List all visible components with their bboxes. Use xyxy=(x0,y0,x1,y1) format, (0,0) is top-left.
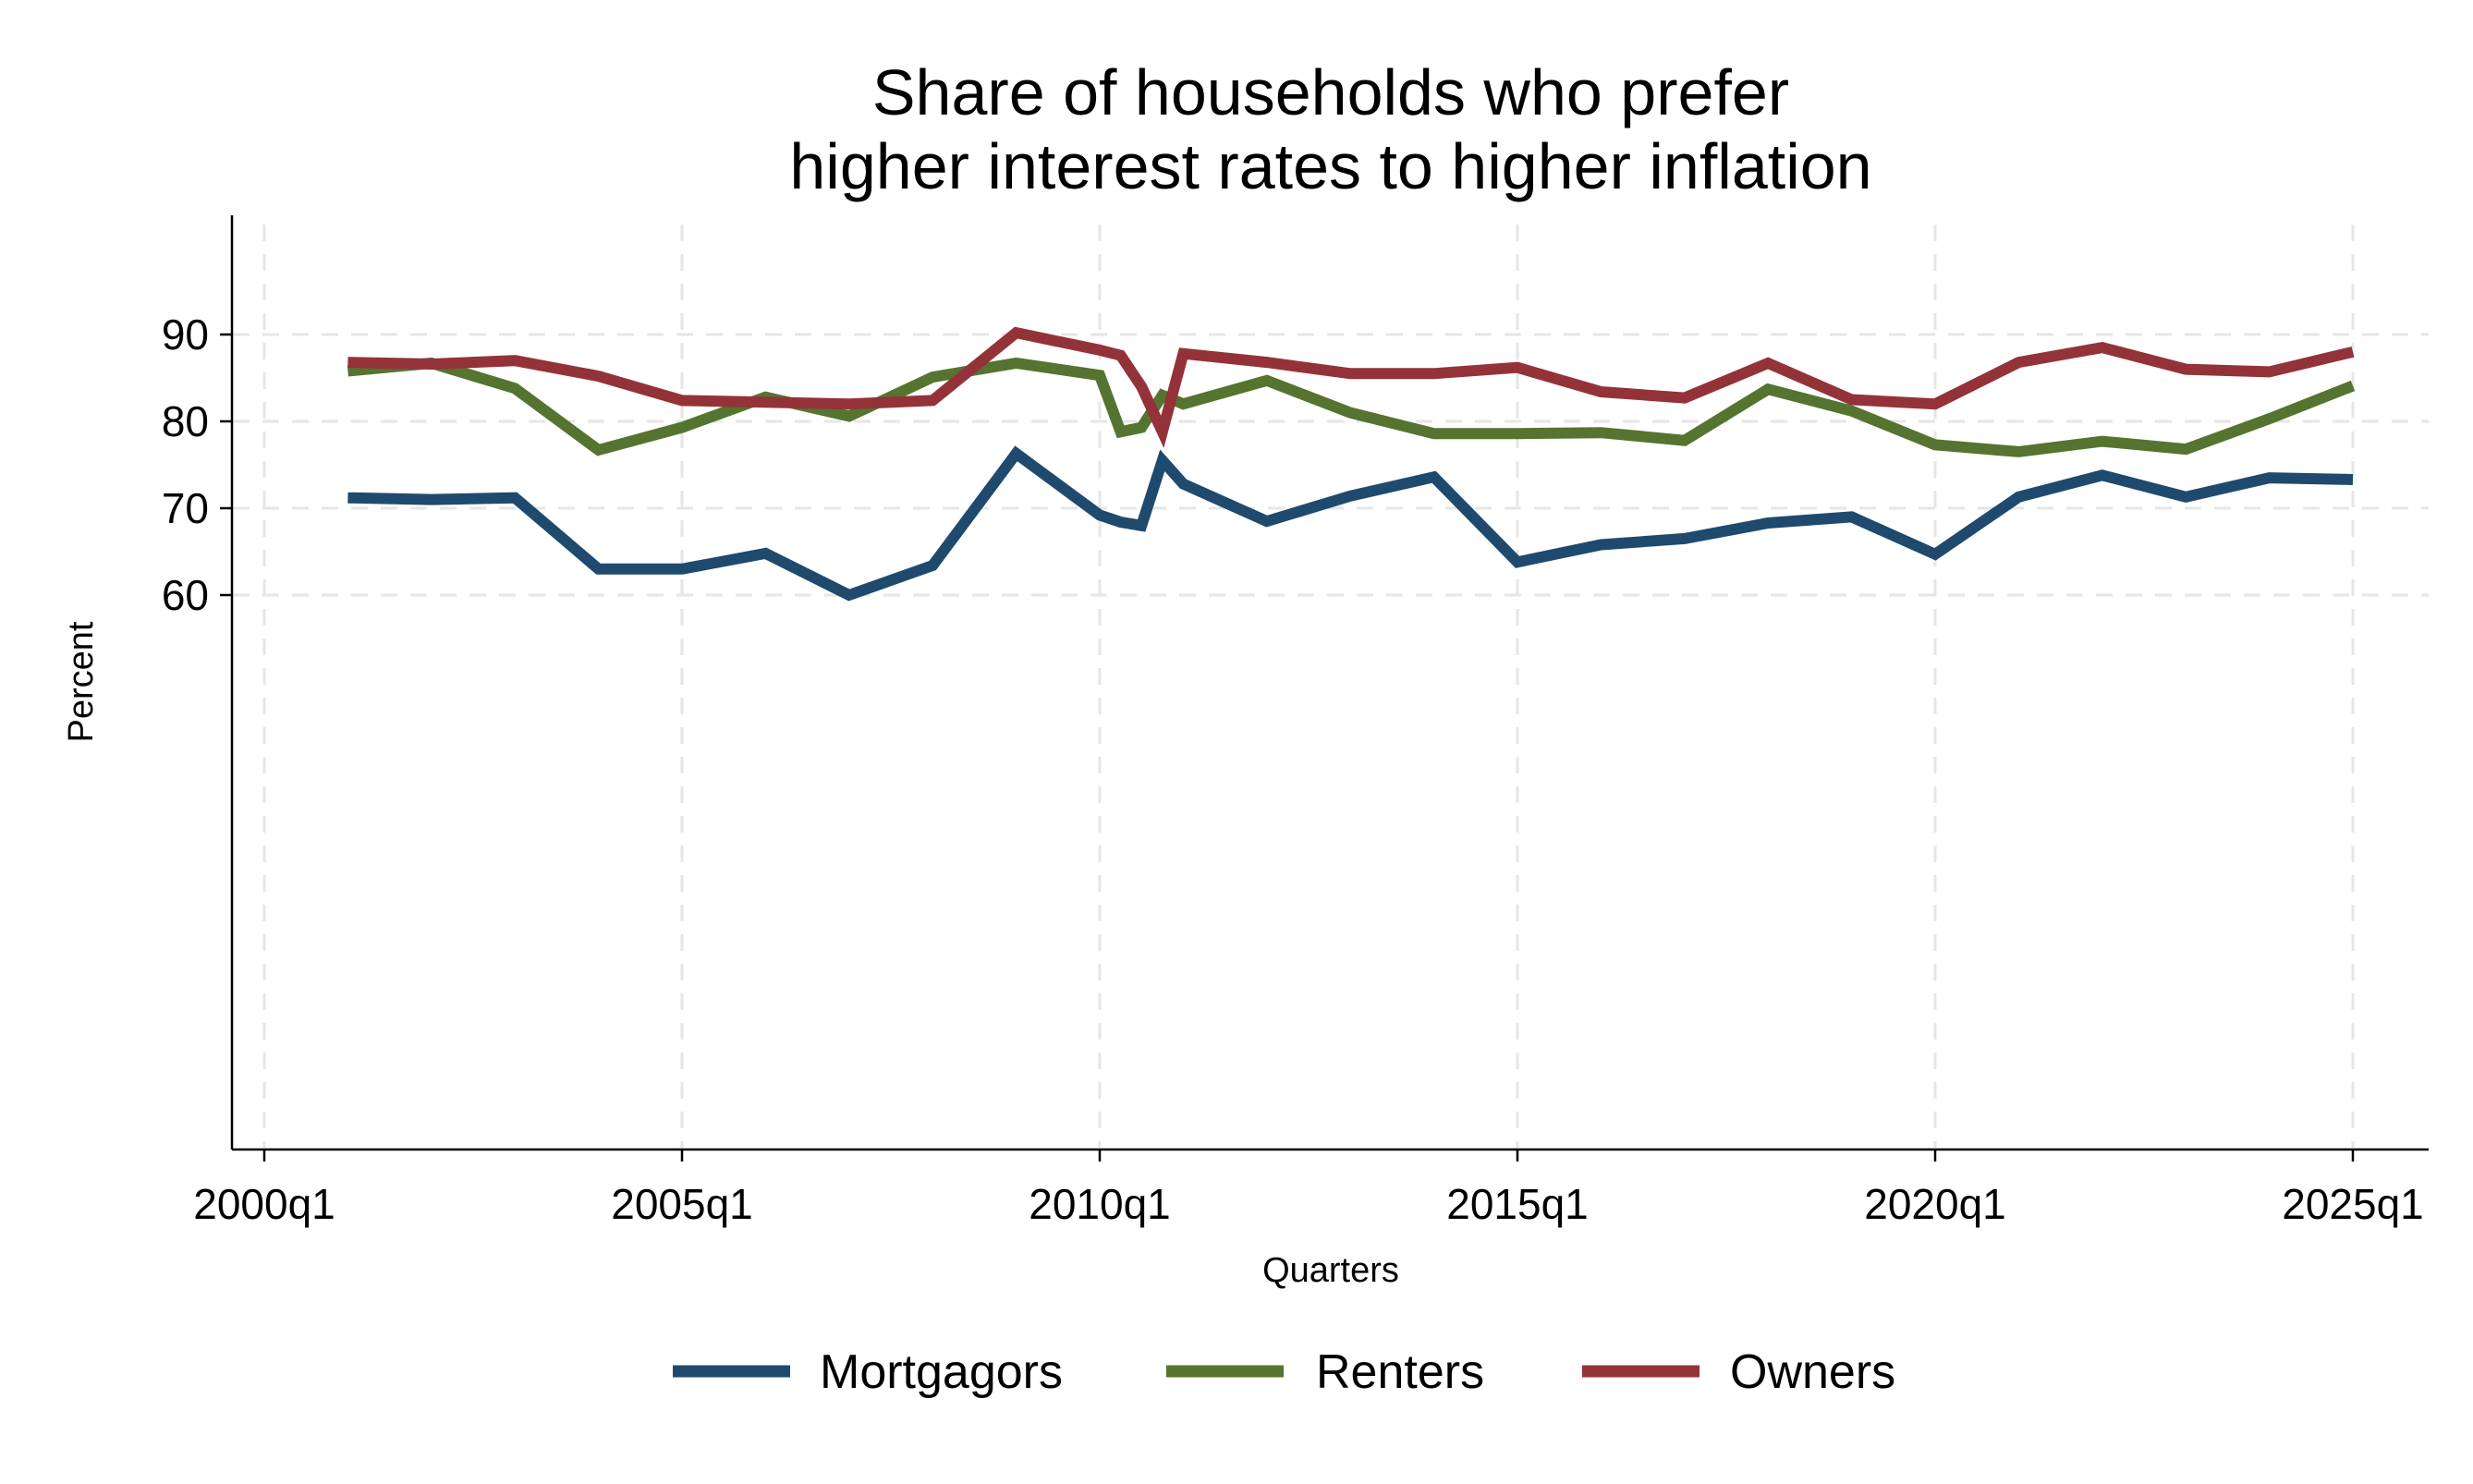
x-tick-label: 2015q1 xyxy=(1446,1180,1589,1228)
chart-title-line-2: higher interest rates to higher inflatio… xyxy=(789,130,1871,202)
x-tick-label: 2025q1 xyxy=(2282,1180,2424,1228)
series-lines xyxy=(347,326,2356,602)
series-line-mortgagors xyxy=(347,445,2354,602)
chart-title-line-1: Share of households who prefer xyxy=(872,56,1789,128)
legend-label-renters: Renters xyxy=(1316,1345,1484,1399)
y-tick-label: 70 xyxy=(162,484,209,532)
series-line-renters xyxy=(347,357,2356,457)
x-tick-label: 2000q1 xyxy=(193,1180,335,1228)
x-tick-label: 2010q1 xyxy=(1029,1180,1171,1228)
x-axis-title: Quarters xyxy=(1262,1251,1399,1290)
y-axis-title: Percent xyxy=(62,621,101,742)
x-tick-label: 2005q1 xyxy=(611,1180,753,1228)
grid xyxy=(233,225,2429,1148)
legend: Mortgagors Renters Owners xyxy=(673,1345,1895,1399)
y-tick-label: 90 xyxy=(162,310,209,359)
y-tick-label: 60 xyxy=(162,571,209,619)
series-line-owners xyxy=(347,326,2355,448)
x-axis-ticks: 2000q1 2005q1 2010q1 2015q1 2020q1 2025q1 xyxy=(193,1149,2424,1228)
y-axis-ticks: 60 70 80 90 xyxy=(162,310,232,619)
legend-label-owners: Owners xyxy=(1730,1345,1895,1399)
legend-label-mortgagors: Mortgagors xyxy=(820,1345,1063,1399)
x-tick-label: 2020q1 xyxy=(1864,1180,2006,1228)
y-tick-label: 80 xyxy=(162,397,209,445)
